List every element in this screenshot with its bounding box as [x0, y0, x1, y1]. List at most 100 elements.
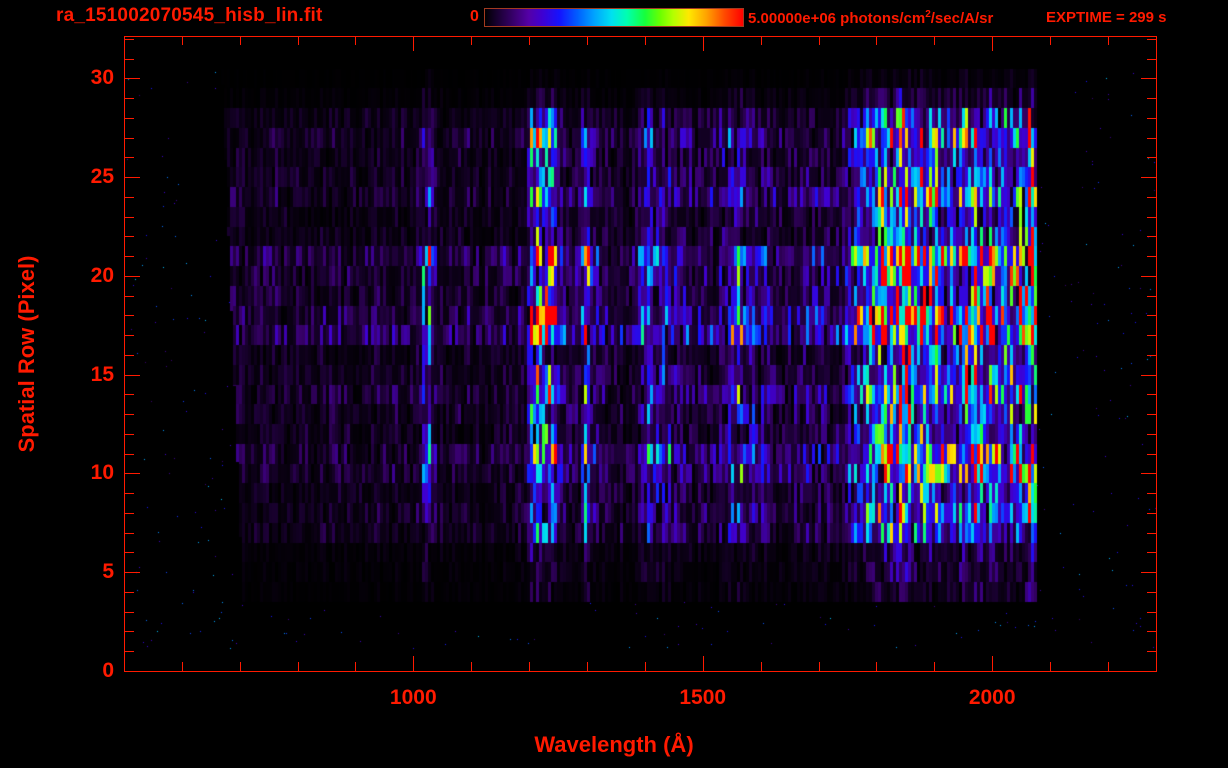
y-minor-tick [125, 454, 134, 455]
y-minor-tick [125, 592, 134, 593]
x-minor-tick [471, 662, 472, 671]
y-minor-tick [125, 631, 134, 632]
y-major-tick [125, 375, 140, 376]
y-minor-tick [125, 493, 134, 494]
x-major-tick-top [992, 36, 993, 51]
x-minor-tick [182, 662, 183, 671]
y-major-tick-right [1141, 671, 1156, 672]
x-minor-tick-top [355, 36, 356, 45]
y-minor-tick-right [1147, 533, 1156, 534]
x-major-tick [992, 656, 993, 671]
x-minor-tick-top [934, 36, 935, 45]
y-major-tick-right [1141, 572, 1156, 573]
y-minor-tick [125, 612, 134, 613]
x-major-tick-top [413, 36, 414, 51]
y-minor-tick-right [1147, 335, 1156, 336]
y-minor-tick [125, 552, 134, 553]
y-minor-tick-right [1147, 296, 1156, 297]
y-minor-tick-right [1147, 493, 1156, 494]
y-minor-tick [125, 118, 134, 119]
heatmap-canvas [125, 37, 1156, 671]
colorbar-max-main: 5.00000e+06 photons/cm [748, 10, 926, 27]
x-tick-label: 1500 [679, 686, 727, 709]
y-minor-tick [125, 59, 134, 60]
y-minor-tick-right [1147, 256, 1156, 257]
x-minor-tick-top [1108, 36, 1109, 45]
plot-area [125, 37, 1156, 671]
y-minor-tick-right [1147, 552, 1156, 553]
y-minor-tick-right [1147, 315, 1156, 316]
x-major-tick [413, 656, 414, 671]
y-minor-tick [125, 217, 134, 218]
y-minor-tick [125, 256, 134, 257]
x-minor-tick [1108, 662, 1109, 671]
y-minor-tick-right [1147, 592, 1156, 593]
y-minor-tick-right [1147, 513, 1156, 514]
y-tick-label: 0 [102, 659, 114, 682]
y-minor-tick-right [1147, 236, 1156, 237]
y-minor-tick-right [1147, 631, 1156, 632]
x-axis-title: Wavelength (Å) [534, 732, 694, 757]
x-minor-tick-top [471, 36, 472, 45]
colorbar-max-exponent: 2 [925, 9, 931, 20]
y-minor-tick-right [1147, 434, 1156, 435]
x-minor-tick-top [1050, 36, 1051, 45]
y-minor-tick [125, 394, 134, 395]
y-minor-tick-right [1147, 59, 1156, 60]
x-minor-tick [876, 662, 877, 671]
y-major-tick [125, 572, 140, 573]
y-tick-label: 15 [90, 362, 114, 386]
y-minor-tick-right [1147, 414, 1156, 415]
y-minor-tick [125, 335, 134, 336]
y-minor-tick-right [1147, 217, 1156, 218]
y-minor-tick [125, 651, 134, 652]
y-minor-tick-right [1147, 157, 1156, 158]
y-tick-label: 30 [90, 66, 114, 90]
plot-frame [124, 36, 1157, 672]
y-major-tick [125, 78, 140, 79]
x-major-tick-top [703, 36, 704, 51]
y-minor-tick [125, 197, 134, 198]
y-major-tick [125, 473, 140, 474]
y-minor-tick-right [1147, 612, 1156, 613]
x-tick-label: 1000 [389, 686, 437, 709]
y-axis-title: Spatial Row (Pixel) [14, 255, 39, 453]
colorbar-max-label: 5.00000e+06 photons/cm2/sec/A/sr [748, 9, 993, 27]
y-minor-tick [125, 315, 134, 316]
x-minor-tick-top [182, 36, 183, 45]
x-minor-tick [1050, 662, 1051, 671]
x-minor-tick-top [761, 36, 762, 45]
y-major-tick-right [1141, 177, 1156, 178]
y-minor-tick [125, 414, 134, 415]
x-minor-tick [645, 662, 646, 671]
y-minor-tick-right [1147, 39, 1156, 40]
y-minor-tick [125, 39, 134, 40]
y-tick-label: 5 [102, 560, 114, 584]
x-minor-tick-top [298, 36, 299, 45]
x-minor-tick [587, 662, 588, 671]
y-major-tick-right [1141, 473, 1156, 474]
x-minor-tick [240, 662, 241, 671]
y-major-tick-right [1141, 78, 1156, 79]
x-minor-tick [934, 662, 935, 671]
x-minor-tick [761, 662, 762, 671]
x-minor-tick-top [240, 36, 241, 45]
y-minor-tick-right [1147, 118, 1156, 119]
x-minor-tick-top [529, 36, 530, 45]
colorbar-gradient [484, 8, 744, 27]
y-minor-tick-right [1147, 197, 1156, 198]
y-minor-tick-right [1147, 394, 1156, 395]
x-tick-label: 2000 [968, 686, 1016, 709]
y-minor-tick-right [1147, 651, 1156, 652]
file-title: ra_151002070545_hisb_lin.fit [56, 5, 323, 26]
y-major-tick [125, 671, 140, 672]
y-minor-tick [125, 533, 134, 534]
y-minor-tick [125, 296, 134, 297]
colorbar-min-label: 0 [470, 8, 479, 25]
y-major-tick [125, 177, 140, 178]
y-major-tick [125, 276, 140, 277]
y-minor-tick [125, 236, 134, 237]
x-minor-tick-top [876, 36, 877, 45]
x-minor-tick-top [645, 36, 646, 45]
